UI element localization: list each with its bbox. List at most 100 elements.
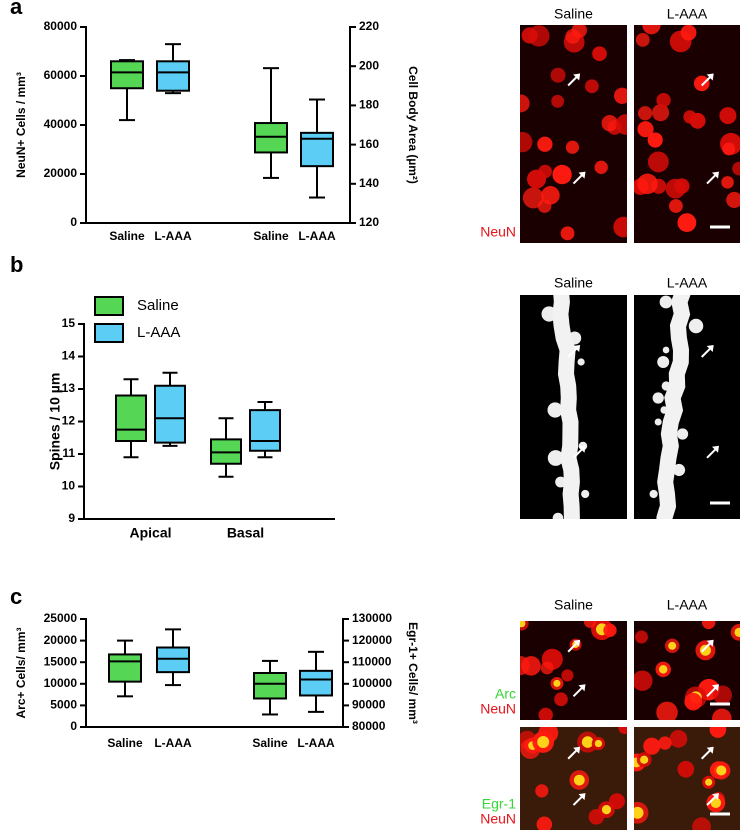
y-tick-label: 9 — [68, 511, 75, 525]
x-tick-label: Saline — [109, 229, 145, 243]
column-label: L-AAA — [667, 597, 708, 613]
spine — [659, 295, 673, 309]
y2-tick-label: 120 — [359, 215, 379, 229]
cell-nucleus — [537, 736, 550, 748]
cell — [647, 132, 663, 148]
cell — [535, 784, 549, 798]
stain-label: NeuN — [480, 224, 516, 240]
x-category-label: Basal — [227, 525, 264, 541]
box — [249, 409, 281, 452]
legend-swatch — [94, 296, 124, 316]
cell — [585, 79, 599, 94]
cell — [520, 655, 530, 676]
x-category-label: Apical — [129, 525, 171, 541]
spine — [555, 476, 567, 488]
cell — [614, 87, 627, 105]
arrow-head — [573, 746, 581, 754]
cell — [594, 160, 608, 174]
cell-nucleus — [601, 805, 612, 815]
cell — [565, 140, 580, 154]
dendrite — [552, 295, 580, 519]
cell — [536, 816, 553, 830]
stain-label: NeuN — [480, 701, 516, 717]
cell — [693, 75, 710, 92]
y2-tick-label: 200 — [359, 58, 379, 72]
spine — [662, 346, 670, 354]
spine — [688, 318, 704, 334]
y-tick-label: 20000 — [44, 166, 78, 180]
arrow-head — [573, 639, 581, 647]
arrow-head — [712, 684, 719, 692]
x-tick-label: L-AAA — [154, 736, 192, 750]
box — [253, 672, 287, 700]
y-tick-label: 60000 — [44, 68, 78, 82]
stain-label: Arc — [495, 686, 516, 702]
micrograph — [634, 295, 740, 519]
cell-nucleus — [581, 736, 594, 748]
cell — [635, 630, 648, 644]
micrograph — [634, 25, 740, 243]
arrow-head — [706, 345, 714, 352]
cell — [722, 142, 736, 156]
cell — [712, 708, 732, 720]
cell — [552, 164, 572, 185]
y2-tick-label: 140 — [359, 176, 379, 190]
cell-nucleus — [716, 765, 727, 776]
micrograph-content — [520, 621, 617, 720]
spine — [581, 489, 590, 499]
cell-nucleus — [594, 739, 603, 748]
cell — [658, 736, 672, 750]
y2-tick-label: 130000 — [352, 611, 392, 625]
cell — [635, 32, 650, 47]
cell — [618, 727, 627, 735]
y-tick-label: 14 — [62, 349, 76, 363]
spine — [577, 358, 585, 366]
box — [299, 669, 333, 697]
y2-tick-label: 180 — [359, 98, 379, 112]
cell — [637, 106, 653, 121]
arrow-head — [712, 445, 719, 453]
dendrite — [656, 295, 691, 519]
y-tick-label: 13 — [62, 381, 76, 395]
y-tick-label: 10000 — [44, 676, 78, 690]
micrograph-bg — [634, 295, 740, 519]
y-tick-label: 0 — [70, 719, 77, 733]
y2-axis-label: Cell Body Area (µm²) — [406, 66, 420, 184]
y2-tick-label: 80000 — [352, 719, 386, 733]
spine — [654, 418, 662, 426]
y-tick-label: 20000 — [44, 633, 78, 647]
cell — [702, 621, 716, 630]
panel-label: c — [10, 584, 22, 609]
cell — [637, 121, 654, 138]
cell — [554, 692, 568, 707]
column-label: Saline — [554, 6, 593, 22]
column-label: L-AAA — [667, 6, 708, 22]
cell — [613, 216, 627, 238]
y-axis-label: Spines / 10 µm — [47, 373, 63, 471]
micrograph-content — [634, 25, 740, 232]
cell-nucleus — [734, 627, 740, 637]
arrow-head — [706, 746, 714, 754]
spine — [676, 428, 689, 440]
cell — [551, 94, 565, 108]
legend-label: Saline — [137, 297, 179, 314]
arrow-head — [712, 793, 719, 801]
panel-label: a — [10, 0, 23, 19]
spine — [552, 512, 564, 519]
micrograph — [634, 621, 740, 720]
cell — [561, 669, 574, 682]
column-label: Saline — [554, 275, 593, 291]
stain-label: NeuN — [480, 811, 516, 827]
y-tick-label: 0 — [70, 215, 77, 229]
column-label: Saline — [554, 597, 593, 613]
cell — [520, 94, 530, 113]
cell-nucleus — [634, 806, 644, 819]
y2-tick-label: 120000 — [352, 633, 392, 647]
legend-label: L-AAA — [137, 324, 180, 341]
spine — [547, 450, 564, 466]
cell — [537, 199, 552, 213]
cell-nucleus — [699, 644, 711, 656]
cell — [709, 727, 727, 738]
